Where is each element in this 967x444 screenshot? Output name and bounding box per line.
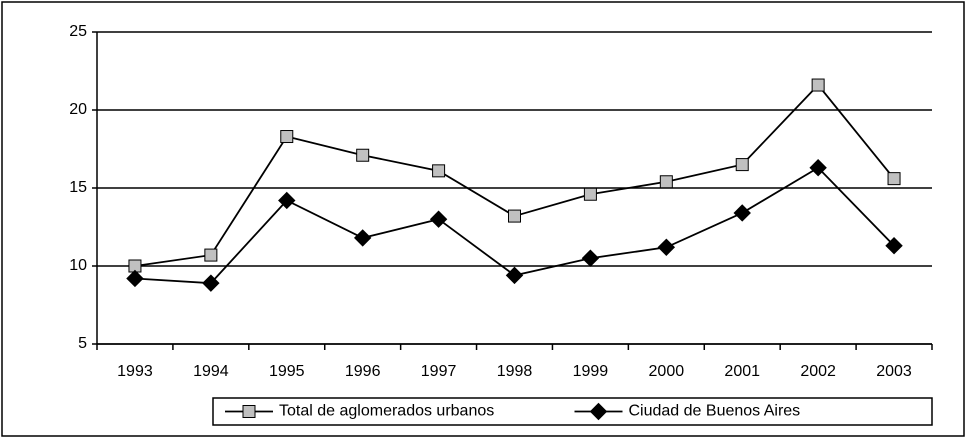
y-tick-label: 25 xyxy=(69,23,87,40)
legend-label: Total de aglomerados urbanos xyxy=(279,403,494,420)
legend-box xyxy=(212,397,933,426)
marker xyxy=(589,402,608,421)
x-tick-label: 2001 xyxy=(724,363,760,380)
marker xyxy=(429,210,448,228)
marker xyxy=(583,187,597,201)
y-tick-label: 5 xyxy=(78,335,87,352)
x-tick-label: 1994 xyxy=(193,363,229,380)
marker xyxy=(278,191,296,210)
y-tick-label: 10 xyxy=(69,257,87,274)
legend-label: Ciudad de Buenos Aires xyxy=(629,403,801,420)
marker xyxy=(811,78,825,92)
x-tick-label: 2003 xyxy=(876,363,912,380)
x-tick-label: 1998 xyxy=(497,363,533,380)
x-tick-label: 1995 xyxy=(269,363,305,380)
x-tick-label: 1997 xyxy=(421,363,457,380)
x-tick-label: 1996 xyxy=(345,363,381,380)
y-tick-label: 15 xyxy=(69,179,87,196)
marker xyxy=(809,159,827,177)
marker xyxy=(356,148,370,162)
marker xyxy=(204,248,218,262)
marker xyxy=(885,237,903,255)
x-tick-label: 1993 xyxy=(117,363,153,380)
marker xyxy=(126,269,144,288)
marker xyxy=(432,164,446,178)
marker xyxy=(887,172,901,186)
marker xyxy=(659,175,673,189)
marker xyxy=(505,266,524,285)
marker xyxy=(242,405,256,418)
marker xyxy=(508,209,521,223)
marker xyxy=(733,204,751,222)
chart-border xyxy=(1,1,965,437)
marker xyxy=(581,249,600,267)
y-tick-label: 20 xyxy=(69,101,87,118)
x-tick-label: 1999 xyxy=(573,363,609,380)
marker xyxy=(280,130,294,144)
x-tick-label: 2002 xyxy=(800,363,836,380)
marker xyxy=(353,229,372,247)
marker xyxy=(657,238,676,256)
marker xyxy=(735,158,749,172)
marker xyxy=(202,274,220,292)
x-tick-label: 2000 xyxy=(649,363,685,380)
